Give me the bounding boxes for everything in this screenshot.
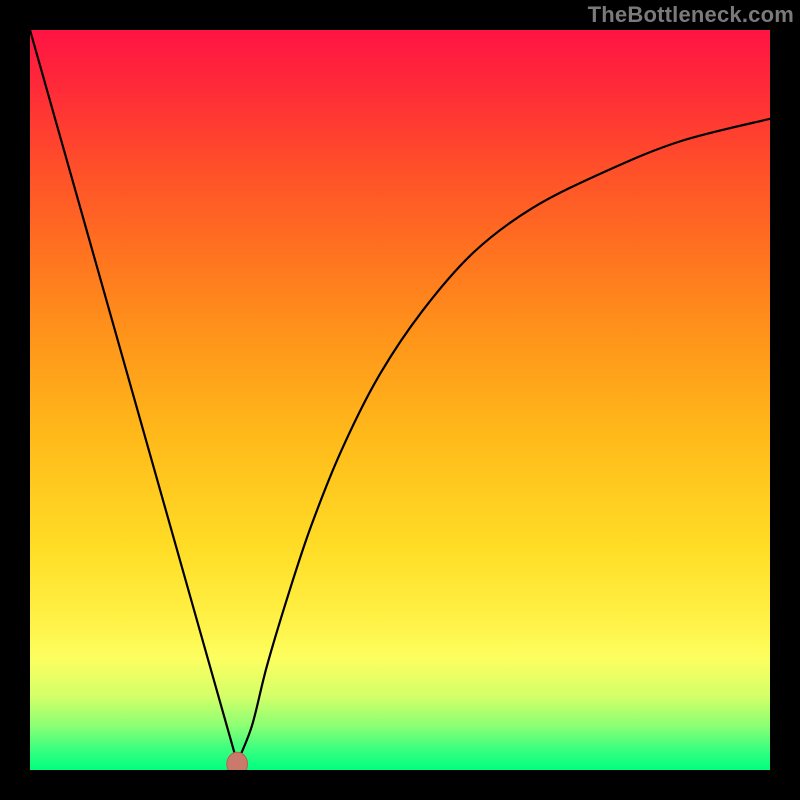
watermark-text: TheBottleneck.com — [588, 2, 794, 28]
gradient-background — [30, 30, 770, 770]
chart-svg — [0, 0, 800, 800]
bottleneck-chart: TheBottleneck.com — [0, 0, 800, 800]
